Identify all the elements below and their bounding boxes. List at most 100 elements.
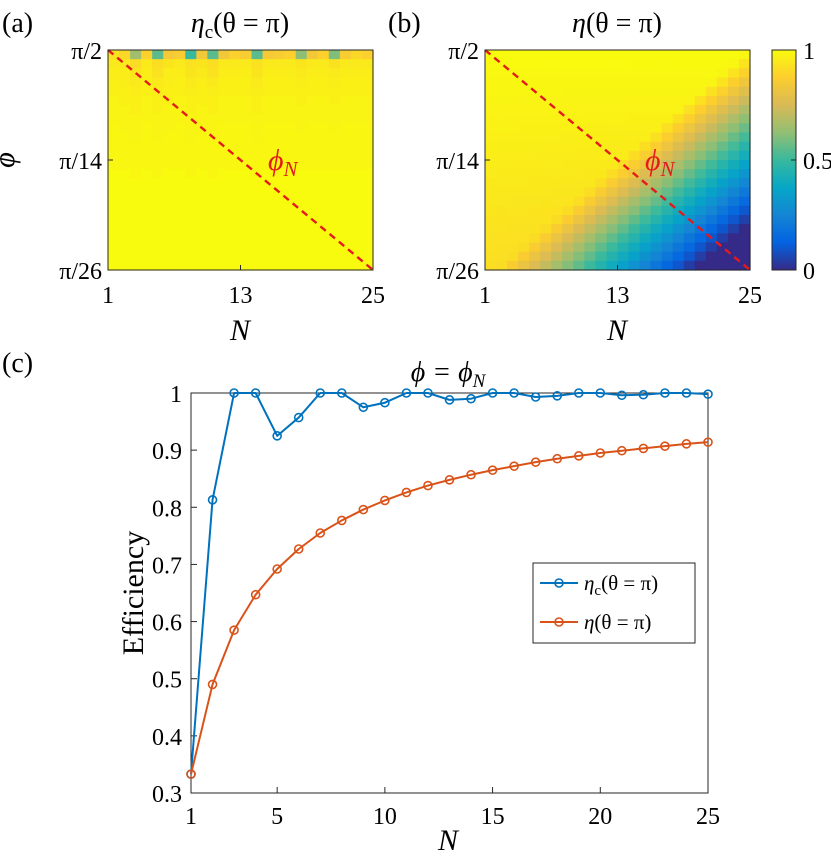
panel-b-heatmap-cell [639,150,652,161]
panel-b-heatmap-cell [738,105,751,115]
panel-b-heatmap-cell [705,178,718,189]
panel-b-heatmap-cell [716,169,729,179]
panel-a-heatmap-cell [229,105,242,115]
panel-a-heatmap-cell [218,205,231,216]
panel-b-heatmap-cell [738,50,751,60]
series-point-eta [552,453,563,464]
panel-a-heatmap-cell [141,215,153,225]
panel-b-heatmap-cell [705,187,718,198]
panel-a-heatmap-cell [284,187,297,198]
panel-b-heatmap-cell [496,114,508,124]
panel-b-heatmap-cell [639,68,652,79]
panel-b-heatmap-cell [584,150,597,161]
panel-b-heatmap-cell [551,95,563,106]
panel-a-heatmap-cell [196,187,208,198]
panel-b-heatmap-cell [650,196,663,207]
panel-b-heatmap-cell [683,105,696,115]
panel-a-heatmap-cell [130,187,142,198]
panel-a-heatmap-cell [141,105,153,115]
panel-b-heatmap-cell [727,77,740,88]
panel-b-heatmap-cell [551,68,563,79]
panel-a-heatmap-cell [317,105,330,115]
panel-a-heatmap-cell [240,169,253,179]
panel-a-xlabel: N [229,314,252,347]
panel-a-heatmap-cell [350,105,363,115]
panel-b-heatmap-cell [496,86,508,97]
panel-a-heatmap-cell [251,224,264,234]
panel-b-heatmap-cell [529,132,541,143]
panel-a-heatmap-cell [350,68,363,79]
panel-b-heatmap-cell [518,105,530,115]
panel-b-heatmap-cell [496,160,508,170]
panel-b-heatmap-cell [738,77,751,88]
panel-b-heatmap-cell [694,150,707,161]
panel-a-heatmap-cell [108,59,120,69]
panel-b-heatmap-cell [628,95,641,106]
panel-b-heatmap-cell [529,233,541,244]
panel-b-heatmap-cell [617,50,630,60]
panel-b-heatmap-cell [496,105,508,115]
panel-a-heatmap-cell [251,86,264,97]
panel-b-heatmap-cell [573,132,585,143]
panel-b-heatmap-cell [595,150,608,161]
panel-b-heatmap-cell [727,95,740,106]
panel-b-heatmap-cell [562,251,574,262]
panel-a-heatmap-cell [218,196,231,207]
panel-b-heatmap-cell [661,132,674,143]
panel-b-heatmap-cell [727,160,740,170]
panel-a-heatmap-cell [240,86,253,97]
panel-b-heatmap-cell [672,86,685,97]
panel-a-heatmap-cell [251,132,264,143]
panel-b-heatmap-cell [606,187,619,198]
panel-b-heatmap-cell [738,160,751,170]
panel-b-heatmap-cell [540,68,552,79]
panel-a-heatmap-cell [240,141,253,152]
panel-b-heatmap-cell [584,95,597,106]
panel-a-heatmap-cell [229,50,242,60]
panel-a-heatmap-cell [130,251,142,262]
panel-b-heatmap-cell [650,86,663,97]
panel-a-heatmap-cell [328,196,341,207]
panel-b-heatmap-cell [639,123,652,134]
panel-b-heatmap-cell [716,187,729,198]
panel-b-heatmap-cell [705,169,718,179]
panel-a-heatmap-cell [240,114,253,124]
panel-b-heatmap-cell [518,160,530,170]
panel-a-heatmap-cell [163,251,175,262]
panel-a-heatmap-cell [251,114,264,124]
panel-b-heatmap-cell [551,132,563,143]
series-point-eta [186,769,196,779]
panel-c-ytick-label: 0.7 [152,553,182,579]
panel-a-heatmap-cell [350,187,363,198]
panel-b-heatmap-cell [661,187,674,198]
panel-b-heatmap-cell [562,233,574,244]
panel-b-heatmap-cell [716,215,729,225]
legend-eta-c-main: η [584,571,594,595]
panel-b-heatmap-cell [551,215,563,225]
panel-b-heatmap-cell [551,50,563,60]
panel-b-heatmap-cell [507,114,519,124]
panel-a-heatmap-cell [196,260,208,271]
panel-a-heatmap-cell [295,150,308,161]
panel-b-heatmap-cell [727,187,740,198]
panel-a-heatmap-cell [218,160,231,170]
panel-a-heatmap-cell [339,260,352,271]
panel-a-heatmap-cell [350,251,363,262]
panel-b-heatmap-cell [617,105,630,115]
panel-b-heatmap-cell [672,260,685,271]
panel-b-heatmap-cell [562,169,574,179]
panel-b-heatmap-cell [639,77,652,88]
legend-eta-arg: (θ = π) [594,610,651,634]
panel-a-heatmap-cell [328,105,341,115]
panel-b-heatmap-cell [683,160,696,170]
panel-a-heatmap-cell [152,160,164,170]
panel-b-heatmap-cell [540,224,552,234]
panel-a-annotation: ϕN [268,144,299,181]
panel-a-heatmap-cell [284,123,297,134]
panel-b-heatmap-cell [661,260,674,271]
panel-b-heatmap-cell [573,160,585,170]
panel-a-heatmap-cell [163,50,175,60]
panel-b-heatmap-cell [727,242,740,253]
panel-b-heatmap-cell [507,233,519,244]
panel-b-heatmap-cell [518,95,530,106]
